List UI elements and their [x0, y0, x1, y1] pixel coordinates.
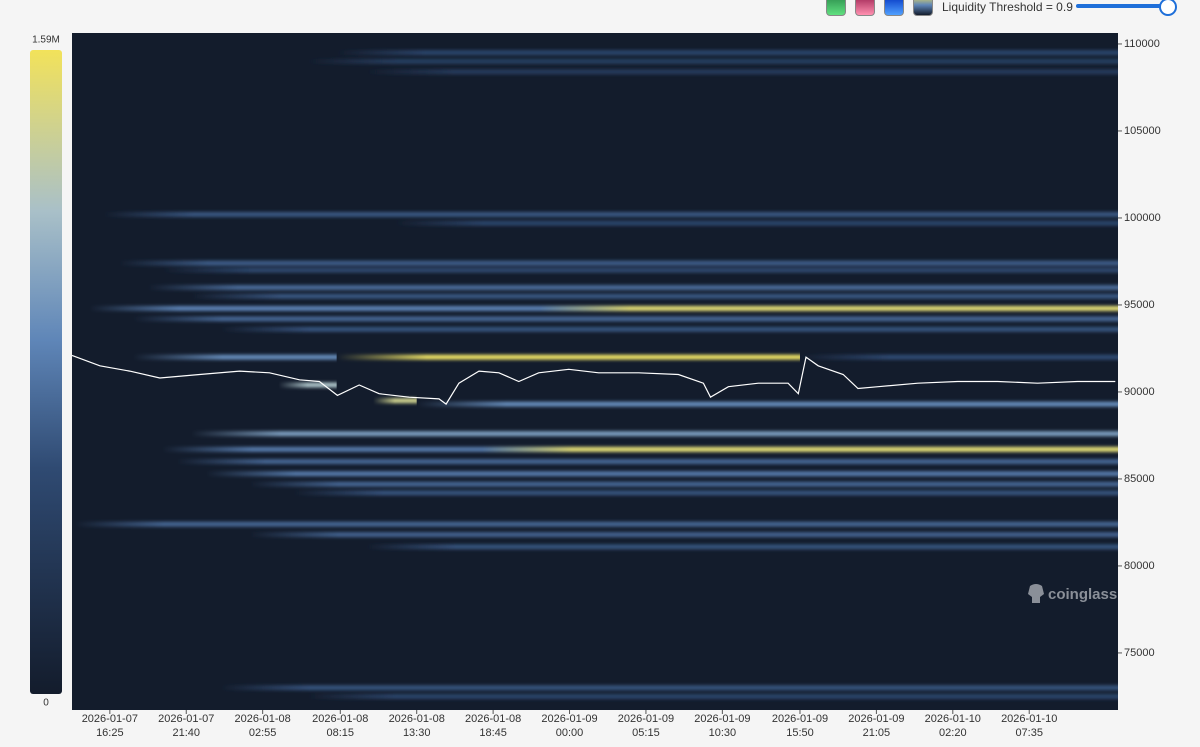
y-tick-label: 100000: [1124, 212, 1161, 224]
y-tick-label: 90000: [1124, 386, 1155, 398]
liquidity-band: [132, 354, 337, 360]
price-line: [71, 354, 1116, 405]
x-tick-label: 2026-01-07 16:25: [81, 713, 138, 739]
x-tick-label: 2026-01-09 21:05: [848, 713, 905, 739]
x-tick-label: 2026-01-09 10:30: [694, 713, 751, 739]
liquidity-band: [307, 693, 1118, 699]
color-scheme-blue[interactable]: [884, 0, 904, 16]
threshold-label: Liquidity Threshold = 0.9: [942, 0, 1073, 14]
y-tick-label: 75000: [1124, 647, 1155, 659]
color-scheme-red[interactable]: [855, 0, 875, 16]
color-bar: [30, 50, 62, 694]
liquidity-band: [147, 285, 1118, 291]
liquidity-band: [336, 354, 800, 360]
watermark: coinglass: [1028, 584, 1117, 603]
liquidity-band: [191, 431, 1119, 437]
liquidity-band: [799, 354, 1118, 360]
liquidity-band: [249, 481, 1118, 487]
liquidity-band: [540, 305, 1118, 311]
x-tick-label: 2026-01-09 05:15: [617, 713, 675, 739]
liquidity-band: [103, 211, 1118, 217]
liquidity-band: [292, 490, 1118, 496]
liquidity-band: [220, 685, 1118, 691]
liquidity-band: [416, 401, 1118, 407]
liquidity-band: [307, 58, 1118, 64]
watermark-text: coinglass: [1048, 586, 1117, 603]
colorbar-label: 0: [43, 698, 49, 709]
x-tick-label: 2026-01-10 07:35: [1001, 713, 1058, 739]
x-tick-label: 2026-01-09 15:50: [771, 713, 829, 739]
liquidity-band: [74, 521, 1119, 527]
liquidity-band: [336, 50, 1118, 56]
color-scheme-default[interactable]: [913, 0, 933, 16]
liquidity-band: [365, 544, 1118, 550]
liquidity-band: [373, 398, 417, 404]
marks: 75000 80000 85000 90000 95000 100000 105000 110…: [71, 38, 1161, 714]
x-tick-label: 2026-01-08 13:30: [388, 713, 445, 739]
liquidity-band: [176, 459, 1118, 465]
threshold-knob[interactable]: [1159, 0, 1177, 16]
liquidity-band: [482, 446, 1119, 452]
color-scheme-green[interactable]: [826, 0, 846, 16]
liquidity-band: [394, 220, 1118, 226]
y-tick-label: 85000: [1124, 473, 1155, 485]
colorbar-label: 1.59M: [32, 35, 60, 46]
x-tick-label: 2026-01-07 21:40: [158, 713, 215, 739]
liquidity-band: [118, 260, 1118, 266]
x-tick-label: 2026-01-08 18:45: [464, 713, 522, 739]
liquidity-band: [365, 69, 1118, 75]
y-tick-label: 80000: [1124, 560, 1155, 572]
heatmap: [74, 50, 1119, 699]
liquidity-band: [132, 316, 1118, 322]
y-tick-label: 95000: [1124, 299, 1155, 311]
threshold-slider[interactable]: [1076, 4, 1168, 8]
x-tick-label: 2026-01-10 02:20: [924, 713, 981, 739]
liquidity-band: [249, 532, 1118, 538]
x-tick-label: 2026-01-08 08:15: [312, 713, 369, 739]
liquidity-band: [205, 471, 1118, 477]
y-tick-label: 105000: [1124, 125, 1161, 137]
x-tick-label: 2026-01-08 02:55: [234, 713, 291, 739]
liquidity-band: [191, 293, 1119, 299]
liquidity-band: [161, 267, 1118, 273]
liquidity-band: [278, 382, 337, 388]
x-tick-label: 2026-01-09 00:00: [541, 713, 598, 739]
liquidity-band: [220, 326, 1118, 332]
y-tick-label: 110000: [1124, 38, 1160, 50]
